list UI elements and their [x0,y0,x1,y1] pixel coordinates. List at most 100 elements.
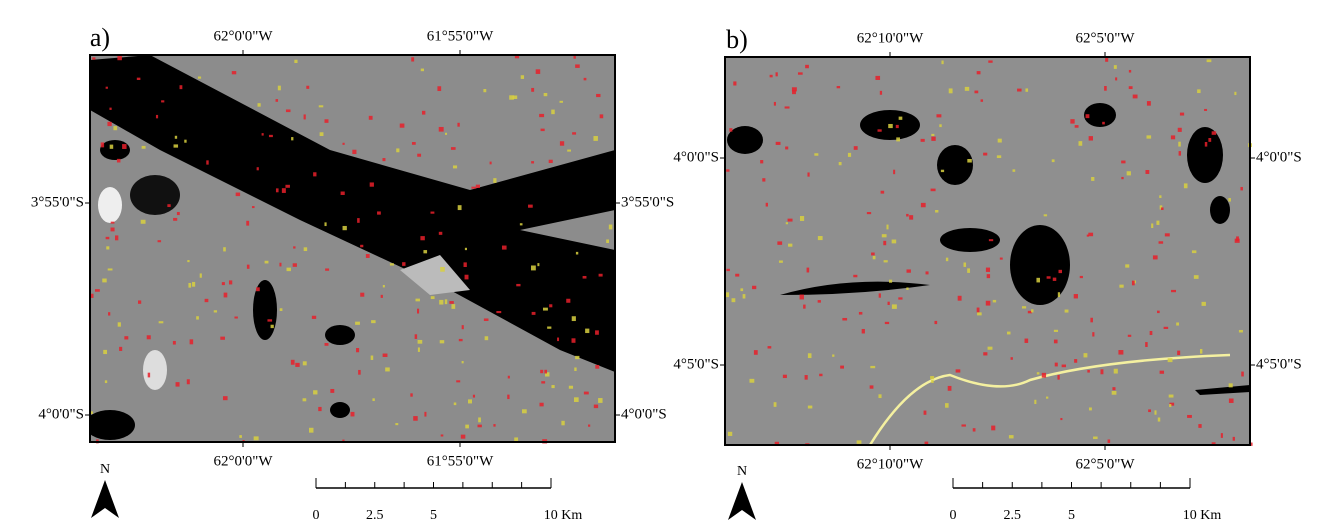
pixel [257,167,259,170]
left-coord-label: 3°55'0"S [31,194,84,210]
pixel [1228,198,1231,202]
pixel [458,205,462,210]
pixel [424,412,426,417]
pixel [1178,128,1182,132]
pixel [576,252,578,255]
pixel [267,319,272,321]
pixel [551,110,554,115]
pixel [366,254,370,258]
pixel [224,293,228,298]
pixel [465,275,469,280]
pixel [109,108,111,110]
pixel [1121,177,1123,179]
pixel [1108,439,1111,442]
pixel [532,312,536,315]
pixel [762,178,765,181]
pixel [355,322,360,325]
pixel [977,312,982,315]
pixel [1159,195,1161,198]
panel-label: b) [726,25,748,54]
pixel [287,268,291,271]
pixel [886,225,888,230]
pixel [1052,159,1055,162]
pixel [1202,302,1206,306]
pixel [531,88,534,92]
pixel [247,265,250,269]
pixel [1128,335,1131,337]
pixel [462,325,464,329]
pixel [441,434,444,436]
pixel [402,262,405,266]
pixel [896,137,900,141]
pixel [921,203,926,207]
pixel [559,101,562,103]
map-a [85,55,615,442]
pixel [415,334,417,339]
pixel [807,172,809,176]
pixel [91,294,94,298]
pixel [909,215,913,219]
pixel [303,398,307,401]
pixel [948,386,952,391]
pixel [108,268,113,270]
pixel [371,320,375,323]
pixel [862,329,865,333]
pixel [593,136,597,141]
pixel [588,425,590,427]
pixel [572,338,576,343]
pixel [383,354,388,357]
pixel [931,189,936,192]
pixel [1034,400,1036,404]
pixel [735,274,739,277]
pixel [540,370,543,373]
pixel [1058,292,1060,297]
pixel [312,316,316,319]
pixel [383,285,385,287]
pixel [1086,114,1090,118]
pixel [536,69,541,74]
pixel [262,133,264,135]
pixel [313,390,317,394]
pixel [1104,86,1107,91]
left-coord-label: 4°0'0"S [38,406,84,422]
pixel [286,109,291,112]
pixel [445,299,447,304]
pixel [572,316,576,321]
pixel [161,100,164,102]
pixel [840,366,844,369]
pixel [898,297,902,299]
pixel [549,304,552,307]
pixel [941,61,943,65]
pixel [875,76,880,80]
pixel [464,262,467,267]
panel-label: a) [90,23,110,52]
pixel [1065,310,1069,313]
pixel [234,317,237,319]
pixel [453,165,457,168]
pixel [807,268,810,273]
top-coord-label: 62°10'0"W [857,30,924,46]
pixel [1151,223,1153,228]
pixel [888,302,890,305]
pixel [118,322,121,326]
pixel [1031,309,1033,312]
pixel [774,402,777,407]
pixel [566,299,570,303]
pixel [291,360,295,365]
pixel [342,143,344,145]
pixel [220,337,225,340]
pixel [476,185,480,188]
pixel [939,124,941,127]
pixel [857,440,862,443]
pixel [271,325,274,328]
pixel [967,159,972,163]
pixel [156,115,158,118]
pixel [304,114,306,119]
pixel [223,396,228,400]
pixel [478,417,481,422]
pixel [142,146,146,149]
pixel [934,321,937,324]
pixel [945,403,949,408]
pixel [192,282,195,287]
pixel [124,336,128,339]
